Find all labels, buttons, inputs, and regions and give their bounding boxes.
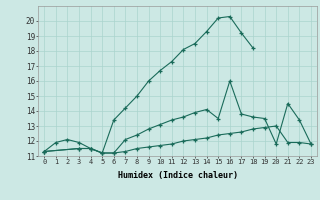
X-axis label: Humidex (Indice chaleur): Humidex (Indice chaleur) <box>118 171 238 180</box>
